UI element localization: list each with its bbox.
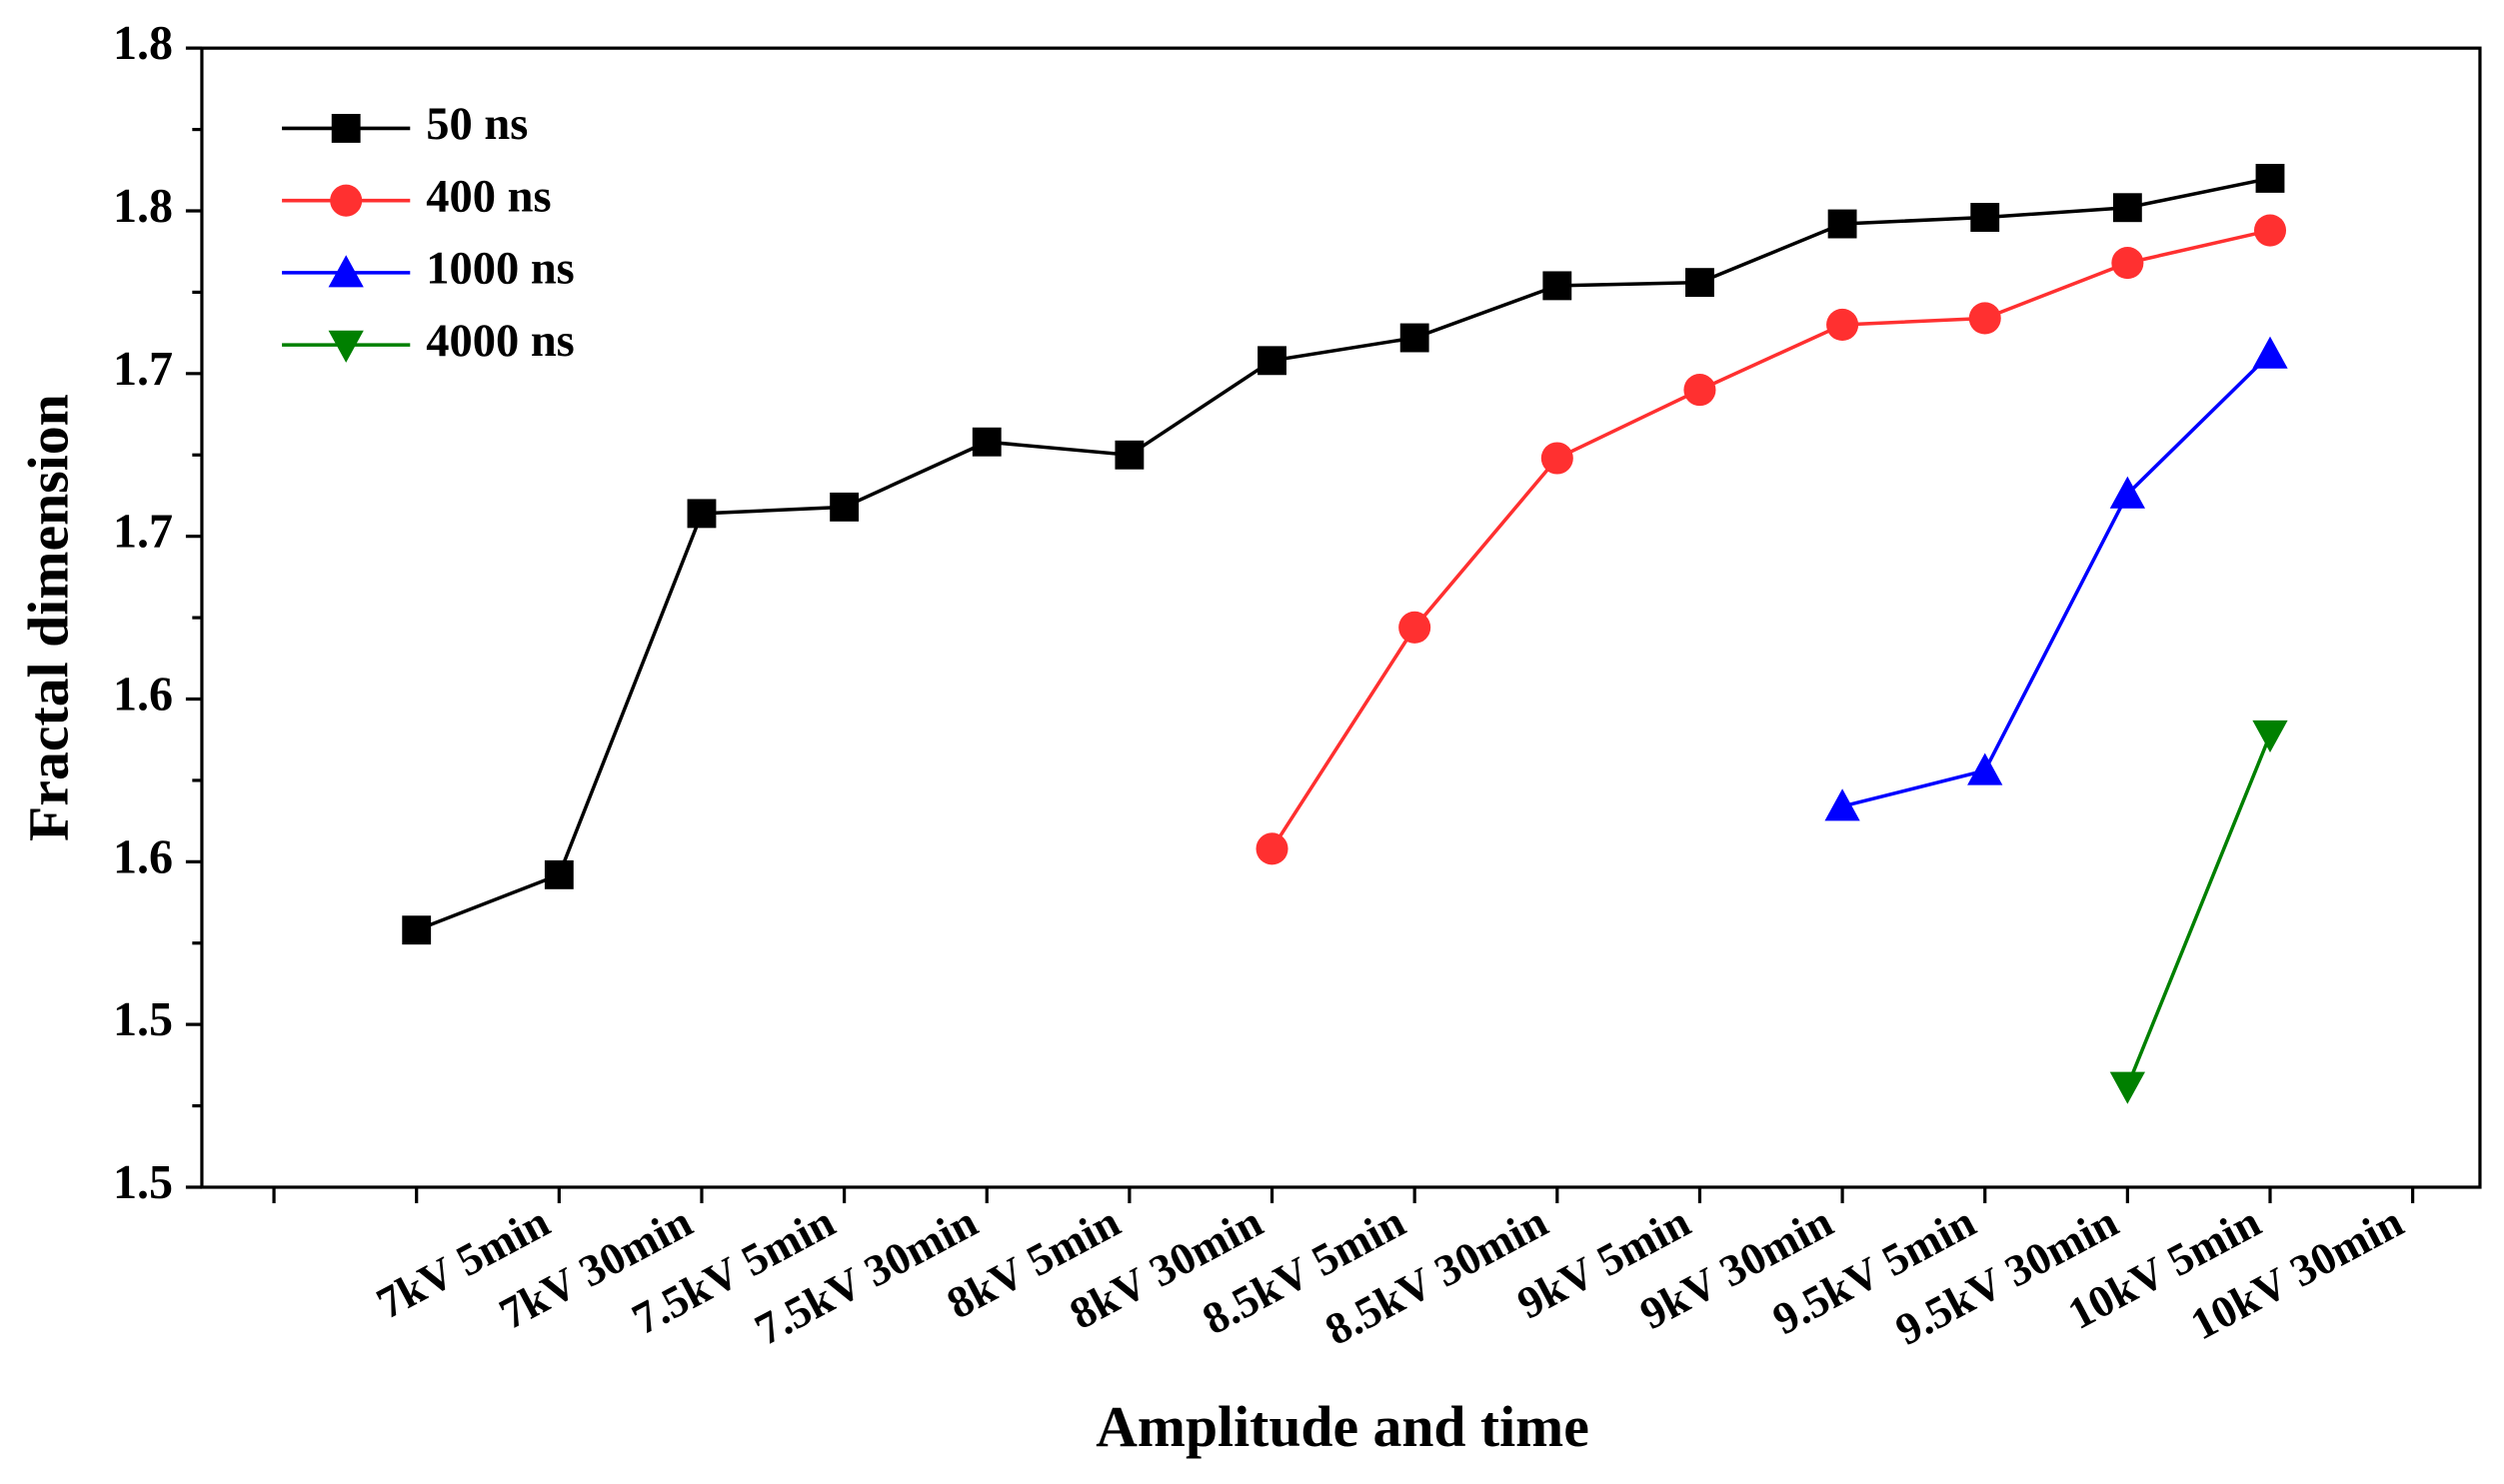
marker xyxy=(1257,346,1286,376)
marker xyxy=(1970,203,2000,232)
marker xyxy=(2252,720,2288,752)
marker xyxy=(2112,193,2142,223)
marker xyxy=(830,492,860,522)
marker xyxy=(1540,442,1573,475)
y-tick-label: 1.8 xyxy=(113,17,173,70)
y-tick-label: 1.7 xyxy=(113,506,173,559)
marker xyxy=(1685,268,1714,298)
marker xyxy=(2253,214,2287,247)
series-line xyxy=(416,176,2271,932)
marker xyxy=(2109,1071,2145,1104)
marker xyxy=(1683,374,1716,407)
y-tick-label: 1.6 xyxy=(113,669,173,722)
series-line xyxy=(1841,353,2272,808)
marker xyxy=(1399,323,1429,353)
y-tick-label: 1.5 xyxy=(113,993,173,1046)
marker xyxy=(544,859,574,889)
marker xyxy=(1255,832,1288,865)
marker xyxy=(687,499,717,529)
marker xyxy=(1968,302,2001,335)
marker xyxy=(1398,611,1431,644)
marker xyxy=(2109,476,2145,509)
marker xyxy=(1542,271,1572,301)
y-tick-label: 1.8 xyxy=(113,180,173,233)
legend-marker xyxy=(330,184,363,217)
y-tick-label: 1.5 xyxy=(113,1156,173,1209)
marker xyxy=(1826,308,1859,342)
marker xyxy=(1967,752,2003,785)
legend-label: 50 ns xyxy=(426,99,528,150)
legend-label: 4000 ns xyxy=(426,316,574,367)
marker xyxy=(2252,336,2288,369)
legend-marker xyxy=(331,113,361,143)
legend-marker xyxy=(328,255,364,288)
marker xyxy=(1115,440,1145,470)
marker xyxy=(2255,163,2285,193)
y-axis-title: Fractal dimension xyxy=(18,394,81,841)
legend-label: 400 ns xyxy=(426,171,551,222)
marker xyxy=(1824,788,1860,821)
marker xyxy=(2111,247,2144,280)
legend-label: 1000 ns xyxy=(426,244,574,295)
series-line xyxy=(2125,734,2272,1087)
legend-marker xyxy=(328,330,364,363)
marker xyxy=(972,427,1002,457)
series-line xyxy=(1270,228,2271,850)
y-tick-label: 1.6 xyxy=(113,830,173,883)
y-tick-label: 1.7 xyxy=(113,343,173,396)
marker xyxy=(1827,209,1857,239)
marker xyxy=(402,915,432,945)
x-axis-title: Amplitude and time xyxy=(1096,1396,1589,1459)
